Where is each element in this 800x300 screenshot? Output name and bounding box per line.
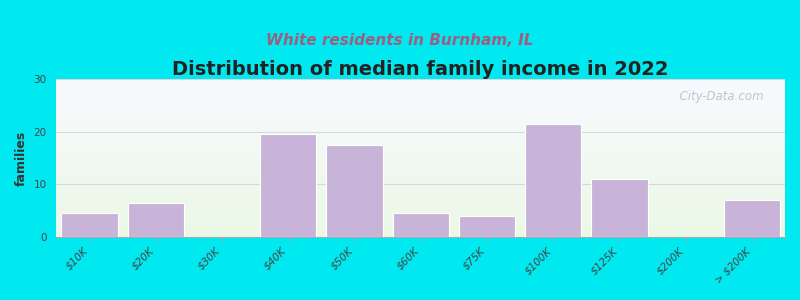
Bar <box>62 213 118 237</box>
Bar <box>128 203 184 237</box>
Bar <box>525 124 582 237</box>
Text: White residents in Burnham, IL: White residents in Burnham, IL <box>266 33 534 48</box>
Bar <box>724 200 780 237</box>
Y-axis label: families: families <box>15 130 28 186</box>
Bar <box>591 179 647 237</box>
Bar <box>260 134 316 237</box>
Text: City-Data.com: City-Data.com <box>671 90 763 103</box>
Bar <box>458 216 515 237</box>
Bar <box>393 213 449 237</box>
Title: Distribution of median family income in 2022: Distribution of median family income in … <box>173 60 669 79</box>
Bar <box>326 145 382 237</box>
